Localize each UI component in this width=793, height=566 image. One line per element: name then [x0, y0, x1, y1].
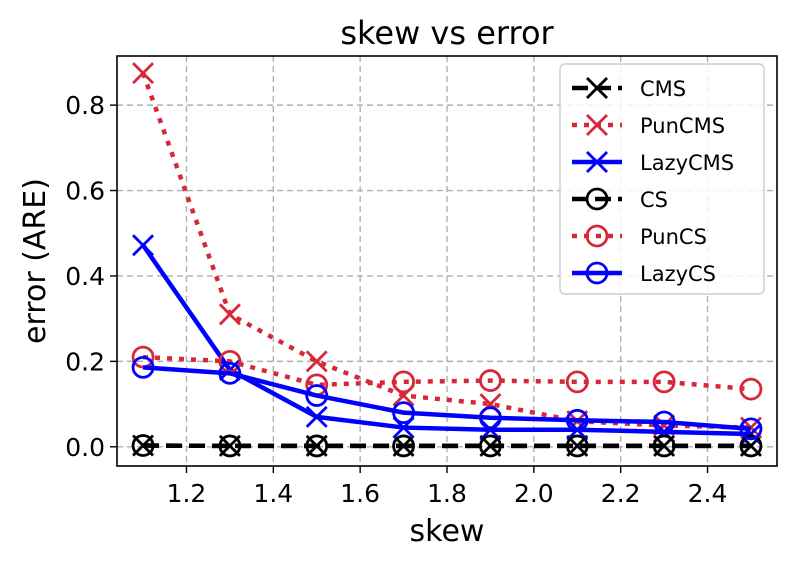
data-point — [479, 434, 502, 458]
data-point — [131, 434, 155, 457]
data-point — [652, 434, 676, 458]
y-tick-label: 0.8 — [65, 91, 105, 120]
y-tick-label: 0.0 — [65, 433, 105, 462]
data-point — [218, 361, 242, 385]
data-point — [305, 405, 328, 428]
data-point — [392, 401, 415, 425]
x-tick-label: 1.4 — [253, 479, 293, 508]
x-tick-label: 1.2 — [167, 479, 207, 508]
legend-label: LazyCMS — [640, 151, 734, 175]
legend-item-cs: CS — [572, 187, 668, 212]
y-tick-label: 0.2 — [65, 347, 105, 376]
data-point — [479, 418, 502, 441]
y-axis-label: error (ARE) — [18, 178, 53, 344]
data-point — [479, 406, 502, 430]
legend-label: PunCMS — [640, 114, 725, 138]
data-point — [739, 434, 763, 458]
chart-title: skew vs error — [340, 14, 554, 52]
series-puncs — [131, 345, 763, 401]
series-lazycs — [131, 355, 763, 441]
legend-label: CS — [640, 188, 668, 212]
data-point — [218, 303, 241, 326]
x-tick-label: 2.4 — [688, 479, 728, 508]
series-layer — [131, 62, 763, 458]
x-axis-label: skew — [410, 514, 485, 549]
legend-marker — [585, 224, 609, 248]
data-point — [392, 370, 415, 394]
legend-label: PunCS — [640, 225, 707, 249]
data-point — [305, 350, 328, 373]
y-tick-label: 0.4 — [65, 262, 105, 291]
x-tick-label: 2.0 — [514, 479, 554, 508]
data-point — [218, 434, 242, 458]
x-tick-label: 1.8 — [427, 479, 467, 508]
legend-item-lazycs: LazyCS — [572, 261, 716, 286]
legend-marker — [585, 261, 609, 285]
data-point — [131, 355, 155, 379]
y-tick-label: 0.6 — [65, 177, 105, 206]
x-tick-label: 1.6 — [340, 479, 380, 508]
legend-marker — [586, 77, 608, 99]
legend-label: LazyCS — [640, 262, 716, 286]
data-point — [565, 408, 589, 432]
legend-item-cms: CMS — [572, 77, 686, 101]
legend-item-puncms: PunCMS — [572, 114, 725, 138]
x-tick-label: 2.2 — [601, 479, 641, 508]
data-point — [565, 434, 589, 458]
data-point — [479, 369, 502, 392]
data-point — [739, 377, 763, 401]
data-point — [305, 434, 329, 458]
data-point — [132, 234, 155, 257]
legend-marker — [585, 187, 609, 211]
data-point — [131, 345, 155, 369]
data-point — [652, 370, 676, 394]
data-point — [652, 410, 676, 434]
data-point — [565, 370, 589, 394]
series-line — [140, 72, 752, 430]
legend: CMS PunCMS LazyCMS CS PunCS LazyCS — [559, 63, 765, 295]
legend-label: CMS — [640, 77, 686, 101]
series-cs — [131, 434, 763, 458]
legend-marker — [586, 151, 608, 173]
ticks: 1.2 1.4 1.6 1.8 2.0 2.2 2.4 0.0 0.2 0.4 0.6 0.8 — [65, 91, 727, 508]
data-point — [305, 384, 329, 407]
series-line — [142, 365, 752, 432]
data-point — [739, 417, 763, 441]
legend-item-lazycms: LazyCMS — [572, 151, 734, 175]
legend-marker — [586, 114, 608, 136]
data-point — [132, 62, 155, 85]
data-point — [392, 434, 415, 458]
legend-item-puncs: PunCS — [572, 224, 707, 249]
